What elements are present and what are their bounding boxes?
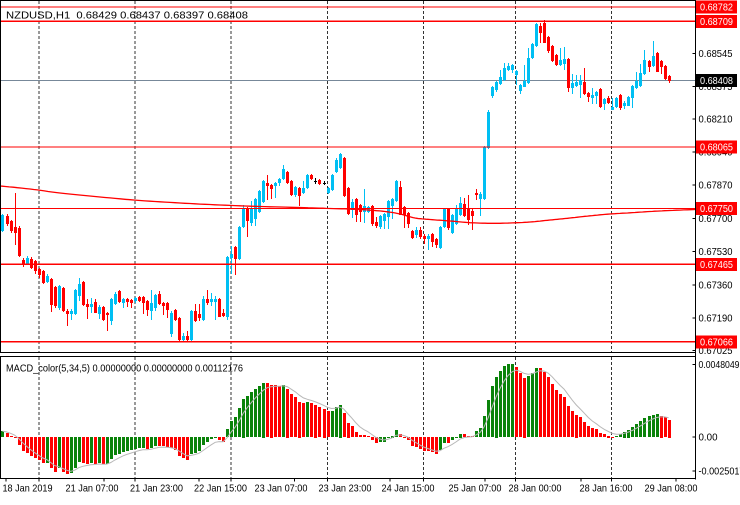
svg-text:0.0048049: 0.0048049 bbox=[699, 359, 740, 371]
svg-text:0.67870: 0.67870 bbox=[699, 180, 733, 192]
svg-text:0.68065: 0.68065 bbox=[700, 142, 733, 154]
svg-text:18 Jan 2019: 18 Jan 2019 bbox=[3, 483, 53, 495]
svg-text:0.68782: 0.68782 bbox=[700, 2, 733, 14]
svg-text:23 Jan 07:00: 23 Jan 07:00 bbox=[255, 483, 308, 495]
svg-text:0.00: 0.00 bbox=[699, 432, 718, 444]
svg-text:0.68545: 0.68545 bbox=[699, 48, 733, 60]
svg-text:0.67465: 0.67465 bbox=[700, 259, 733, 271]
svg-text:0.68709: 0.68709 bbox=[700, 16, 733, 28]
svg-text:0.67530: 0.67530 bbox=[699, 246, 733, 258]
svg-text:22 Jan 15:00: 22 Jan 15:00 bbox=[194, 483, 247, 495]
svg-text:23 Jan 23:00: 23 Jan 23:00 bbox=[319, 483, 372, 495]
svg-text:0.67360: 0.67360 bbox=[699, 279, 733, 291]
svg-text:28 Jan 16:00: 28 Jan 16:00 bbox=[580, 483, 633, 495]
svg-text:0.67066: 0.67066 bbox=[700, 336, 733, 348]
svg-text:NZDUSD,H1 0.68429 0.68437 0.6: NZDUSD,H1 0.68429 0.68437 0.68397 0.6840… bbox=[6, 10, 248, 22]
svg-text:-0.0025017: -0.0025017 bbox=[699, 465, 740, 477]
svg-text:0.68210: 0.68210 bbox=[699, 113, 733, 125]
svg-text:28 Jan 00:00: 28 Jan 00:00 bbox=[509, 483, 562, 495]
svg-text:29 Jan 08:00: 29 Jan 08:00 bbox=[645, 483, 698, 495]
svg-text:24 Jan 15:00: 24 Jan 15:00 bbox=[382, 483, 435, 495]
svg-text:21 Jan 07:00: 21 Jan 07:00 bbox=[66, 483, 119, 495]
svg-text:0.67750: 0.67750 bbox=[700, 203, 733, 215]
svg-text:MACD_color(5,34,5) 0.00000000: MACD_color(5,34,5) 0.00000000 0.00000000… bbox=[6, 363, 243, 375]
svg-text:0.67190: 0.67190 bbox=[699, 313, 733, 325]
svg-text:21 Jan 23:00: 21 Jan 23:00 bbox=[130, 483, 183, 495]
svg-text:0.68408: 0.68408 bbox=[700, 75, 733, 87]
svg-text:25 Jan 07:00: 25 Jan 07:00 bbox=[449, 483, 502, 495]
